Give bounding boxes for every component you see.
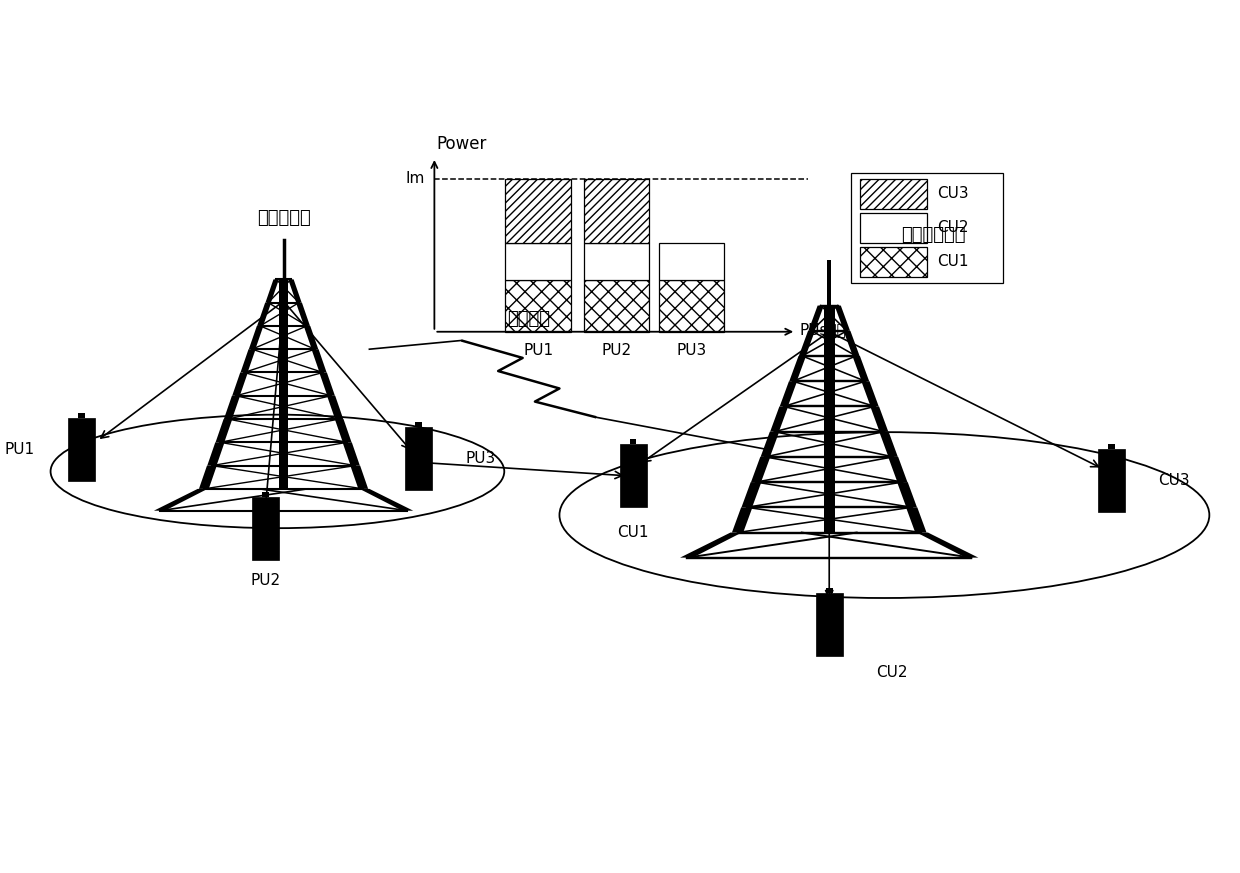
Bar [859,247,928,277]
Text: PUs频带: PUs频带 [800,322,847,338]
Polygon shape [770,407,789,431]
Polygon shape [78,413,84,418]
Text: Im: Im [405,171,424,187]
Polygon shape [620,444,646,507]
Polygon shape [257,303,272,326]
Polygon shape [630,439,636,444]
Bar [859,213,928,243]
Bar [584,179,650,243]
Polygon shape [1107,443,1115,449]
Polygon shape [279,279,289,489]
Text: PU3: PU3 [465,450,495,466]
Polygon shape [1097,449,1125,512]
Polygon shape [296,303,310,326]
Polygon shape [304,326,319,349]
Polygon shape [311,349,326,373]
Polygon shape [241,349,255,373]
Polygon shape [265,279,279,303]
Text: CU3: CU3 [1158,472,1189,488]
Polygon shape [732,507,753,533]
Text: 认知用户基站: 认知用户基站 [901,226,966,244]
Polygon shape [154,489,207,511]
Polygon shape [680,533,742,558]
Polygon shape [751,457,770,482]
Polygon shape [351,465,368,489]
Polygon shape [823,306,835,533]
Text: 主用户基站: 主用户基站 [257,209,310,227]
Polygon shape [916,533,978,558]
Polygon shape [405,427,432,490]
Polygon shape [862,382,879,407]
Text: CU2: CU2 [937,220,968,236]
Polygon shape [843,331,859,356]
Bar [852,173,1003,283]
Polygon shape [799,331,815,356]
Text: PU2: PU2 [250,573,280,588]
Polygon shape [415,422,422,427]
Bar [506,279,572,332]
Text: PU2: PU2 [601,343,631,358]
Polygon shape [198,465,217,489]
Bar [658,279,724,332]
Text: CU1: CU1 [618,525,649,540]
Polygon shape [288,279,301,303]
Polygon shape [760,431,779,457]
Bar [859,179,928,209]
Polygon shape [249,326,263,349]
Polygon shape [888,457,908,482]
Polygon shape [897,482,916,507]
Polygon shape [742,482,761,507]
Text: CU2: CU2 [875,664,908,680]
Polygon shape [360,489,413,511]
Polygon shape [879,431,898,457]
Polygon shape [816,593,843,656]
Bar [584,279,650,332]
Polygon shape [207,443,224,465]
Polygon shape [906,507,926,533]
Polygon shape [68,418,94,481]
Text: CU3: CU3 [937,186,968,202]
Polygon shape [835,306,851,331]
Polygon shape [852,356,869,382]
Bar [584,243,650,279]
Polygon shape [216,419,232,443]
Text: PU3: PU3 [676,343,707,358]
Polygon shape [342,443,360,465]
Text: PU1: PU1 [523,343,553,358]
Text: Power: Power [436,134,487,153]
Polygon shape [327,395,343,419]
Polygon shape [790,356,806,382]
Polygon shape [335,419,352,443]
Polygon shape [780,382,797,407]
Bar [506,179,572,243]
Polygon shape [262,491,269,497]
Text: CU1: CU1 [937,254,968,270]
Polygon shape [252,497,279,560]
Text: 干扰链路: 干扰链路 [507,310,551,327]
Polygon shape [808,306,823,331]
Polygon shape [232,373,248,395]
Polygon shape [826,588,832,593]
Polygon shape [319,373,335,395]
Bar [658,243,724,279]
Text: PU1: PU1 [5,442,35,457]
Polygon shape [870,407,888,431]
Bar [506,243,572,279]
Polygon shape [224,395,241,419]
